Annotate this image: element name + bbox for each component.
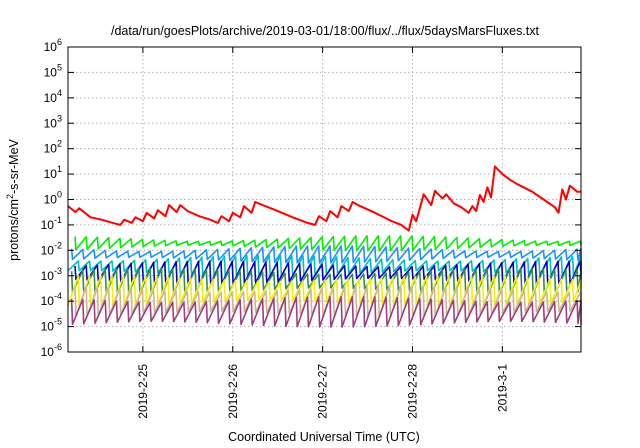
y-tick-exponent: 0 [57, 190, 62, 200]
y-tick-base: 10 [41, 218, 55, 232]
y-tick-label: 102 [44, 139, 62, 156]
y-tick-base: 10 [44, 65, 58, 79]
series-line [70, 295, 582, 328]
y-tick-label: 10-6 [41, 342, 62, 359]
y-tick-base: 10 [44, 116, 58, 130]
y-tick-label: 105 [44, 62, 62, 79]
y-tick-exponent: 6 [57, 37, 62, 47]
y-tick-base: 10 [44, 193, 58, 207]
y-tick-label: 10-2 [41, 240, 62, 257]
x-tick-label: 2019-2-26 [226, 364, 240, 419]
y-tick-label: 103 [44, 113, 62, 130]
y-tick-label: 10-3 [41, 266, 62, 283]
x-tick-label: 2019-2-25 [136, 364, 150, 419]
y-axis: 10-610-510-410-310-210-11001011021031041… [41, 37, 581, 359]
x-tick-label: 2019-2-28 [405, 364, 419, 419]
series-group [67, 165, 582, 328]
x-tick-label: 2019-2-27 [316, 364, 330, 419]
x-axis: 2019-2-25 2019-2-26 2019-2-27 2019-2-28 2019… [136, 47, 509, 419]
series-line [67, 254, 582, 278]
y-tick-exponent: 5 [57, 62, 62, 72]
series-line [67, 165, 581, 232]
y-tick-label: 104 [44, 88, 62, 105]
y-tick-exponent: -4 [54, 291, 62, 301]
y-tick-base: 10 [44, 167, 58, 181]
y-tick-base: 10 [44, 40, 58, 54]
y-tick-label: 10-4 [41, 291, 62, 308]
x-tick-label: 2019-3-1 [495, 364, 509, 412]
y-tick-exponent: -6 [54, 342, 62, 352]
series-line [70, 245, 582, 264]
y-tick-label: 101 [44, 164, 62, 181]
y-tick-base: 10 [41, 320, 55, 334]
series-line [74, 235, 582, 252]
y-tick-base: 10 [41, 294, 55, 308]
y-axis-label-rest: -s-sr-MeV [7, 138, 21, 194]
y-tick-label: 106 [44, 37, 62, 54]
y-axis-label: protons/cm2-s-sr-MeV [5, 138, 21, 260]
grid-lines [68, 47, 581, 352]
y-tick-exponent: -5 [54, 317, 62, 327]
y-tick-base: 10 [44, 142, 58, 156]
y-tick-label: 100 [44, 190, 62, 207]
y-tick-label: 10-1 [41, 215, 62, 232]
series-line [70, 267, 582, 295]
y-tick-label: 10-5 [41, 317, 62, 334]
y-tick-base: 10 [41, 243, 55, 257]
y-tick-exponent: 3 [57, 113, 62, 123]
chart-title: /data/run/goesPlots/archive/2019-03-01/1… [111, 24, 540, 38]
y-axis-label-sup: 2 [5, 194, 15, 199]
y-tick-base: 10 [41, 345, 55, 359]
y-axis-label-main: protons/cm [7, 199, 21, 261]
y-tick-exponent: 2 [57, 139, 62, 149]
y-tick-exponent: -1 [54, 215, 62, 225]
y-tick-exponent: 4 [57, 88, 62, 98]
x-axis-label: Coordinated Universal Time (UTC) [228, 430, 420, 444]
y-tick-exponent: 1 [57, 164, 62, 174]
y-tick-base: 10 [44, 91, 58, 105]
y-tick-exponent: -3 [54, 266, 62, 276]
y-tick-base: 10 [41, 269, 55, 283]
y-tick-exponent: -2 [54, 240, 62, 250]
series-line [74, 285, 582, 318]
